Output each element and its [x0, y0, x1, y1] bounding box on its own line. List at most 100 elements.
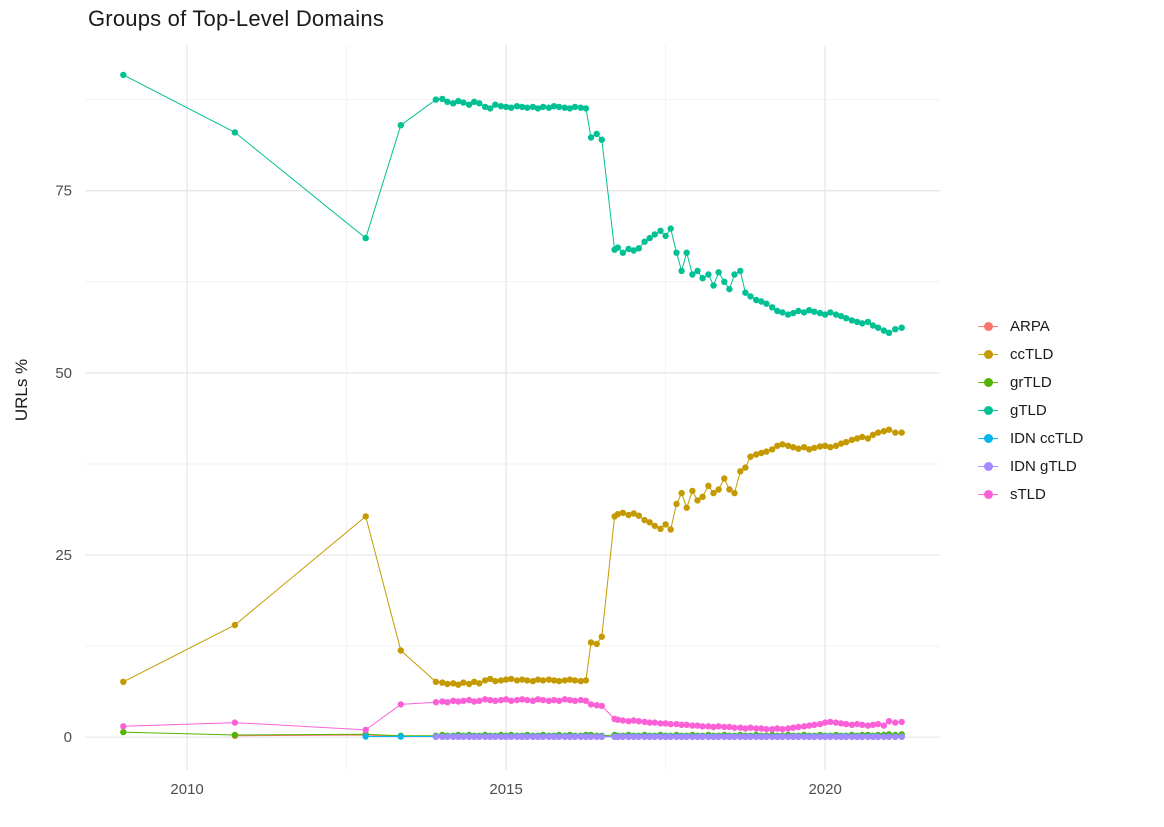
- data-point-gtld: [848, 317, 856, 324]
- data-point-cctld: [641, 516, 648, 524]
- data-point-stld: [555, 697, 563, 704]
- data-point-stld: [827, 718, 834, 726]
- data-point-idn-gtld: [614, 733, 621, 740]
- legend: ARPA ccTLD grTLD gTLD IDN ccTLD IDN gTLD sTLD: [978, 318, 1083, 503]
- legend-label: gTLD: [1010, 402, 1047, 419]
- legend-item-idn-cctld: IDN ccTLD: [978, 430, 1083, 447]
- data-point-idn-gtld: [885, 733, 893, 740]
- data-point-cctld: [731, 489, 738, 497]
- data-point-cctld: [721, 475, 728, 482]
- data-point-idn-gtld: [529, 733, 537, 740]
- data-point-gtld: [481, 103, 489, 111]
- data-point-gtld: [853, 318, 861, 326]
- data-point-stld: [853, 720, 861, 728]
- data-point-cctld: [561, 677, 568, 684]
- data-point-stld: [524, 696, 531, 704]
- data-point-gtld: [508, 104, 515, 111]
- data-point-cctld: [502, 676, 510, 683]
- data-point-cctld: [662, 521, 669, 528]
- data-point-gtld: [502, 103, 510, 111]
- data-point-gtld: [694, 267, 701, 275]
- data-point-gtld: [539, 103, 547, 111]
- data-point-gtld: [571, 103, 579, 111]
- data-point-gtld: [497, 103, 505, 110]
- data-point-cctld: [630, 510, 637, 517]
- data-point-idn-gtld: [487, 733, 494, 740]
- data-point-gtld: [892, 326, 899, 333]
- data-point-gtld: [545, 104, 553, 111]
- data-point-idn-gtld: [726, 733, 733, 740]
- data-point-idn-gtld: [721, 733, 728, 740]
- data-point-gtld: [561, 104, 568, 111]
- data-point-stld: [678, 721, 685, 728]
- data-point-stld: [721, 723, 728, 731]
- data-point-cctld: [880, 428, 888, 435]
- data-point-cctld: [747, 453, 754, 460]
- data-point-gtld: [689, 271, 696, 278]
- data-point-gtld: [699, 275, 706, 282]
- data-point-idn-gtld: [795, 733, 802, 740]
- data-point-gtld: [806, 307, 813, 314]
- data-point-idn-gtld: [641, 733, 648, 740]
- data-point-cctld: [667, 526, 674, 533]
- data-point-cctld: [550, 677, 558, 684]
- legend-dot-icon: [983, 490, 993, 499]
- data-point-idn-gtld: [892, 733, 899, 740]
- data-point-stld: [737, 724, 744, 731]
- data-point-gtld: [555, 103, 563, 111]
- data-point-idn-gtld: [705, 733, 712, 740]
- data-point-gtld: [715, 269, 722, 276]
- data-point-cctld: [651, 522, 658, 530]
- data-point-stld: [513, 696, 521, 704]
- data-point-cctld: [571, 677, 579, 684]
- data-point-gtld: [800, 309, 808, 316]
- data-point-gtld: [721, 278, 728, 285]
- data-point-cctld: [737, 468, 744, 475]
- data-point-gtld: [362, 234, 369, 242]
- data-point-cctld: [657, 525, 664, 532]
- data-point-stld: [582, 697, 590, 704]
- data-point-cctld: [529, 677, 537, 685]
- data-point-stld: [550, 696, 558, 704]
- y-tick-label: 0: [64, 729, 72, 746]
- data-point-gtld: [795, 307, 802, 315]
- data-point-idn-gtld: [662, 733, 669, 740]
- data-point-stld: [726, 723, 733, 731]
- data-point-gtld: [869, 322, 877, 329]
- data-point-idn-gtld: [539, 733, 547, 740]
- data-point-cctld: [476, 680, 483, 687]
- data-point-idn-gtld: [455, 733, 462, 740]
- data-point-idn-gtld: [694, 733, 701, 740]
- data-point-cctld: [492, 677, 499, 685]
- data-point-cctld: [795, 445, 802, 452]
- data-point-gtld: [492, 101, 499, 108]
- data-point-gtld: [779, 309, 786, 316]
- legend-key-icon: [978, 406, 998, 416]
- data-point-idn-gtld: [683, 733, 690, 740]
- legend-label: ccTLD: [1010, 346, 1054, 363]
- data-point-cctld: [577, 677, 584, 685]
- data-point-stld: [561, 696, 568, 703]
- data-point-gtld: [885, 329, 893, 336]
- data-point-idn-gtld: [864, 733, 872, 740]
- data-point-cctld: [710, 489, 717, 497]
- data-point-idn-gtld: [806, 733, 813, 740]
- data-point-cctld: [859, 433, 866, 441]
- data-point-cctld: [848, 436, 856, 444]
- legend-key-icon: [978, 350, 998, 360]
- data-point-gtld: [471, 98, 478, 106]
- data-point-cctld: [120, 678, 127, 685]
- data-point-idn-gtld: [811, 733, 818, 740]
- data-point-idn-gtld: [769, 733, 776, 740]
- data-point-idn-gtld: [545, 733, 553, 740]
- data-point-idn-gtld: [758, 733, 765, 740]
- data-point-stld: [646, 719, 653, 726]
- data-point-cctld: [869, 431, 877, 438]
- data-point-idn-gtld: [898, 733, 905, 740]
- data-point-idn-gtld: [587, 733, 595, 740]
- data-point-stld: [885, 718, 893, 725]
- data-point-idn-gtld: [465, 733, 473, 740]
- data-point-cctld: [683, 504, 690, 511]
- data-point-idn-gtld: [508, 733, 515, 740]
- data-point-idn-gtld: [513, 733, 521, 740]
